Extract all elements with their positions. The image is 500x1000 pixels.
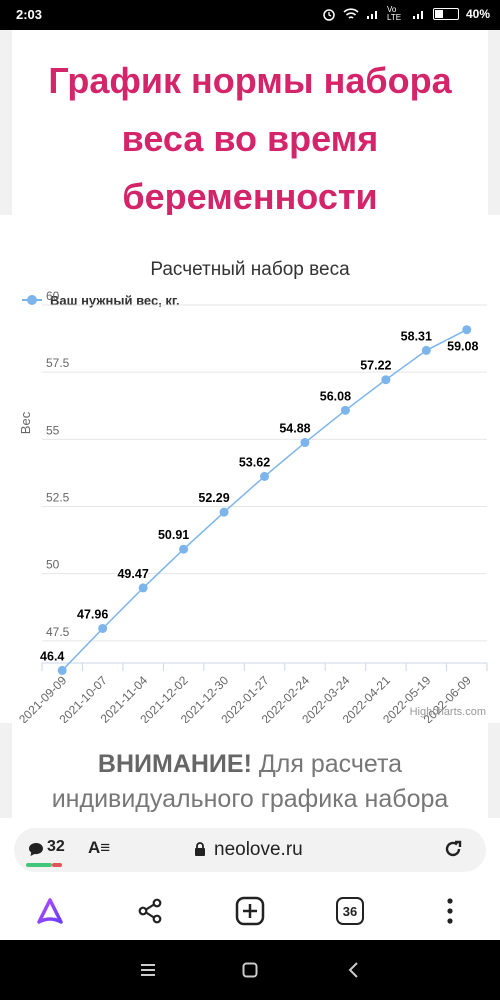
status-icons: Vo LTE 40% — [322, 6, 490, 22]
chart-svg: Расчетный набор веса Ваш нужный вес, кг.6… — [16, 259, 488, 723]
address-bar: 32 A≡ neolove.ru — [0, 818, 500, 882]
data-label: 49.47 — [117, 567, 148, 581]
comments-count[interactable]: 32 — [47, 838, 65, 855]
data-label: 56.08 — [320, 389, 351, 403]
browser-nav-bar: 36 — [0, 882, 500, 940]
data-label: 46.4 — [40, 649, 64, 663]
menu-icon[interactable] — [433, 894, 467, 928]
data-label: 47.96 — [77, 607, 108, 621]
y-tick-label: 47.5 — [46, 625, 70, 639]
chart-credit: Highcharts.com — [410, 706, 486, 718]
battery-percent: 40% — [465, 7, 490, 21]
notice-text: ВНИМАНИЕ! Для расчета индивидуального гр… — [20, 747, 480, 817]
alice-icon[interactable] — [33, 894, 67, 928]
share-icon[interactable] — [133, 894, 167, 928]
data-label: 58.31 — [401, 329, 432, 343]
y-tick-label: 55 — [46, 423, 60, 437]
data-label: 53.62 — [239, 455, 270, 469]
lock-icon — [195, 842, 205, 856]
web-content[interactable]: График нормы набора веса во время береме… — [0, 30, 500, 818]
comment-rating-positive — [26, 863, 52, 867]
status-bar: 2:03 Vo LTE 40% — [0, 0, 500, 30]
data-point — [57, 665, 67, 675]
back-icon[interactable] — [347, 962, 359, 978]
reload-icon[interactable] — [442, 838, 464, 860]
data-point — [98, 623, 108, 633]
weight-chart[interactable]: Расчетный набор веса Ваш нужный вес, кг. 6… — [0, 215, 500, 723]
reader-mode-icon[interactable]: A≡ — [88, 838, 111, 857]
data-point — [179, 544, 189, 554]
data-label: 59.08 — [447, 340, 478, 354]
data-point — [381, 375, 391, 385]
chart-title: Расчетный набор веса — [150, 259, 350, 280]
new-tab-icon[interactable] — [233, 894, 267, 928]
page-title: График нормы набора веса во время береме… — [48, 60, 452, 217]
signal-icon — [366, 11, 377, 19]
data-point — [260, 471, 269, 481]
tabs-icon[interactable]: 36 — [333, 894, 367, 928]
url-text[interactable]: neolove.ru — [214, 839, 303, 860]
comment-rating-negative — [52, 863, 62, 867]
data-point — [138, 583, 148, 593]
legend-marker — [27, 295, 37, 305]
recents-icon[interactable] — [140, 963, 156, 977]
data-point — [340, 405, 350, 415]
data-point — [462, 325, 472, 335]
signal-icon-2 — [412, 11, 423, 19]
alarm-icon — [323, 9, 335, 21]
battery-icon — [432, 8, 459, 20]
legend-label: Ваш нужный вес, кг. — [50, 293, 180, 308]
notice-card — [12, 723, 488, 818]
status-time: 2:03 — [16, 7, 43, 22]
wifi-icon — [343, 7, 359, 19]
data-label: 50.91 — [158, 528, 189, 542]
data-point — [300, 438, 310, 448]
home-icon[interactable] — [242, 962, 258, 978]
y-tick-label: 50 — [46, 558, 60, 572]
title-card — [12, 30, 488, 215]
y-tick-label: 60 — [46, 289, 60, 303]
data-point — [219, 507, 229, 517]
data-label: 54.88 — [279, 422, 310, 436]
data-point — [421, 345, 431, 355]
notice-body: Для расчета индивидуального графика набо… — [51, 750, 449, 813]
series-line — [61, 329, 468, 671]
y-axis-title: Вес — [18, 411, 33, 434]
comment-icon[interactable] — [28, 842, 44, 857]
notice-bold: ВНИМАНИЕ! — [97, 750, 252, 778]
tabs-count[interactable]: 36 — [336, 897, 364, 925]
data-label: 52.29 — [198, 491, 229, 505]
y-tick-label: 57.5 — [46, 356, 70, 370]
y-tick-label: 52.5 — [46, 491, 70, 505]
network-label: Vo LTE — [386, 5, 402, 22]
address-pill[interactable]: 32 A≡ neolove.ru — [14, 828, 486, 872]
system-nav-bar — [0, 940, 500, 1000]
data-label: 57.22 — [360, 359, 391, 373]
